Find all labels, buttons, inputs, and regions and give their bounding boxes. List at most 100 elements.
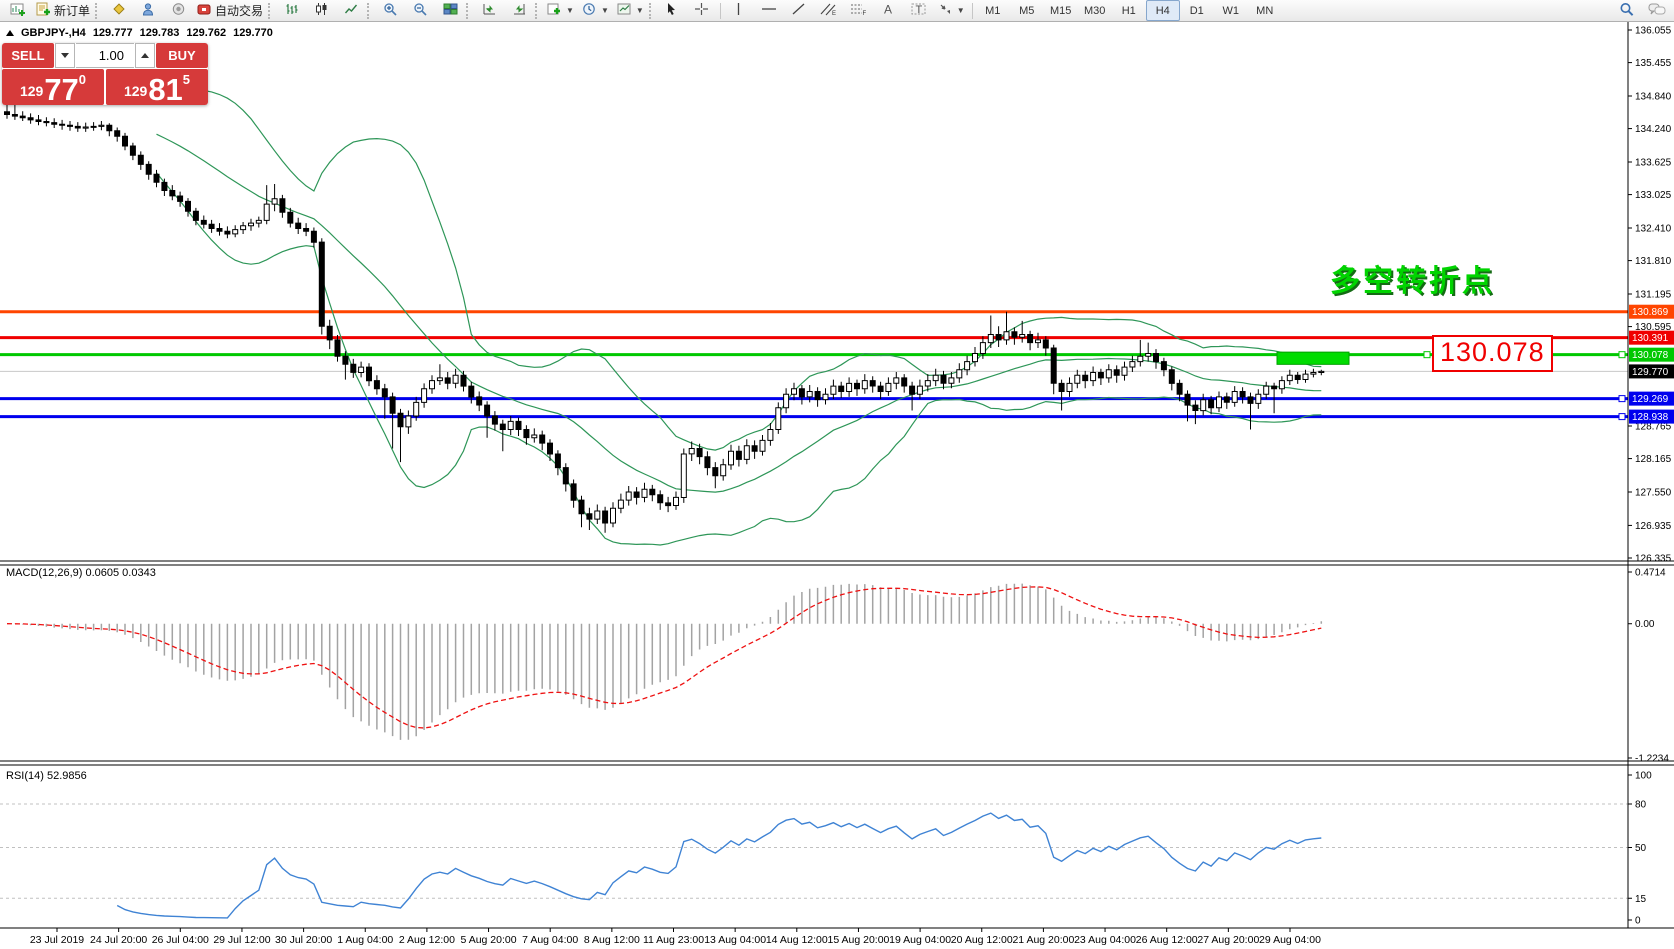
time-axis-label: 11 Aug 23:00 <box>643 934 704 946</box>
navigator-button[interactable] <box>133 0 163 21</box>
template-icon <box>617 2 632 19</box>
chevron-down-icon: ▼ <box>600 6 609 15</box>
price-line-label <box>1629 304 1674 319</box>
sell-button[interactable]: SELL <box>2 43 54 68</box>
line-chart-icon <box>344 2 359 19</box>
macd-signal-line <box>6 586 1322 729</box>
trendline-tool[interactable] <box>784 0 814 21</box>
price-tick-label: 130.595 <box>1635 322 1672 333</box>
timeframe-h4[interactable]: H4 <box>1145 0 1180 21</box>
notifications-button[interactable] <box>163 0 193 21</box>
volume-decrease-button[interactable] <box>55 43 75 68</box>
quote-low: 129.762 <box>186 27 227 39</box>
cursor-icon <box>665 2 678 19</box>
time-axis-label: 29 Jul 12:00 <box>213 934 270 946</box>
timeframe-h1[interactable]: H1 <box>1121 4 1136 17</box>
text-tool[interactable]: A <box>874 0 904 21</box>
volume-increase-button[interactable] <box>135 43 155 68</box>
crosshair-tool-button[interactable] <box>687 0 717 21</box>
indicators-dropdown[interactable]: ▼ <box>543 0 578 21</box>
line-handle[interactable] <box>1618 395 1626 403</box>
timeframe-mn[interactable]: MN <box>1256 4 1274 17</box>
chevron-down-icon <box>61 53 69 58</box>
text-icon: A <box>882 2 895 19</box>
price-callout-box[interactable]: 130.078 <box>1432 335 1553 372</box>
macd-tick-label: 0.00 <box>1635 619 1655 630</box>
shapes-dropdown[interactable]: ▼ <box>934 0 969 21</box>
channel-icon: E <box>820 2 837 19</box>
auto-scroll-button[interactable] <box>474 0 504 21</box>
search-icon <box>1619 2 1635 20</box>
bar-chart-button[interactable] <box>276 0 306 21</box>
fibonacci-tool[interactable]: F <box>844 0 874 21</box>
time-axis-label: 15 Aug 20:00 <box>827 934 889 946</box>
new-chart-button[interactable] <box>2 0 32 21</box>
price-line-label-text: 129.770 <box>1632 367 1669 378</box>
crosshair-icon <box>694 2 709 19</box>
toolbar-separator <box>648 2 654 19</box>
symbols-button[interactable] <box>103 0 133 21</box>
zoom-out-icon <box>413 2 428 19</box>
time-axis-label: 23 Jul 2019 <box>30 934 84 946</box>
volume-input[interactable]: 1.00 <box>76 43 134 68</box>
rsi-tick-label: 50 <box>1635 843 1647 854</box>
time-axis-label: 19 Aug 04:00 <box>889 934 951 946</box>
zoom-in-icon <box>383 2 398 19</box>
vertical-line-tool[interactable] <box>724 0 754 21</box>
navigator-icon <box>141 2 156 19</box>
toolbar-separator <box>466 2 471 19</box>
line-handle[interactable] <box>1618 351 1626 359</box>
auto-trading-button[interactable]: 自动交易 <box>193 0 267 21</box>
chevron-down-icon: ▼ <box>956 6 965 15</box>
clock-icon <box>582 2 597 19</box>
timeframe-m5[interactable]: M5 <box>1019 4 1035 17</box>
sell-price-big: 77 <box>44 71 79 105</box>
zoom-out-button[interactable] <box>405 0 435 21</box>
periods-dropdown[interactable]: ▼ <box>578 0 613 21</box>
timeframe-m15[interactable]: M15 <box>1050 4 1072 17</box>
line-handle[interactable] <box>1423 351 1431 359</box>
chat-icon <box>1648 2 1666 20</box>
channel-tool[interactable]: E <box>814 0 844 21</box>
chevron-up-icon <box>141 53 149 58</box>
tile-windows-button[interactable] <box>435 0 465 21</box>
line-handle[interactable] <box>1618 413 1626 421</box>
buy-price-panel[interactable]: 129 81 5 <box>106 69 208 105</box>
line-chart-button[interactable] <box>336 0 366 21</box>
main-toolbar: 新订单 自动交易 ▼ ▼ ▼ <box>0 0 1674 22</box>
collapse-quote-icon[interactable] <box>6 30 14 36</box>
horizontal-line-tool[interactable] <box>754 0 784 21</box>
bollinger-upper-band <box>156 89 1322 451</box>
buy-price-big: 81 <box>148 71 183 105</box>
chart-shift-button[interactable] <box>504 0 534 21</box>
time-axis-label: 26 Aug 12:00 <box>1136 934 1198 946</box>
bar-chart-icon <box>284 2 299 19</box>
candlestick-chart-button[interactable] <box>306 0 336 21</box>
chat-button[interactable] <box>1642 0 1672 21</box>
time-axis-label: 30 Jul 20:00 <box>275 934 332 946</box>
timeframe-m30[interactable]: M30 <box>1084 4 1106 17</box>
buy-button[interactable]: BUY <box>156 43 208 68</box>
price-line-label <box>1629 364 1674 379</box>
timeframe-d1[interactable]: D1 <box>1189 4 1204 17</box>
new-order-button[interactable]: 新订单 <box>32 0 94 21</box>
search-button[interactable] <box>1612 0 1642 21</box>
zoom-in-button[interactable] <box>375 0 405 21</box>
highlight-rectangle[interactable] <box>1276 351 1350 365</box>
text-label-tool[interactable]: T <box>904 0 934 21</box>
templates-dropdown[interactable]: ▼ <box>613 0 648 21</box>
time-axis-label: 5 Aug 20:00 <box>461 934 517 946</box>
sell-price-panel[interactable]: 129 77 0 <box>2 69 104 105</box>
toolbar-separator <box>95 2 100 19</box>
turning-point-annotation[interactable]: 多空转折点 <box>1330 265 1495 298</box>
timeframe-w1[interactable]: W1 <box>1222 4 1239 17</box>
indicator-add-icon <box>547 2 562 19</box>
cursor-tool-button[interactable] <box>657 0 687 21</box>
timeframe-m1[interactable]: M1 <box>985 4 1001 17</box>
tile-windows-icon <box>443 2 458 19</box>
svg-text:F: F <box>863 11 867 16</box>
price-line-label <box>1629 347 1674 362</box>
macd-histogram <box>14 583 1323 740</box>
price-line-label-text: 130.391 <box>1632 333 1669 344</box>
